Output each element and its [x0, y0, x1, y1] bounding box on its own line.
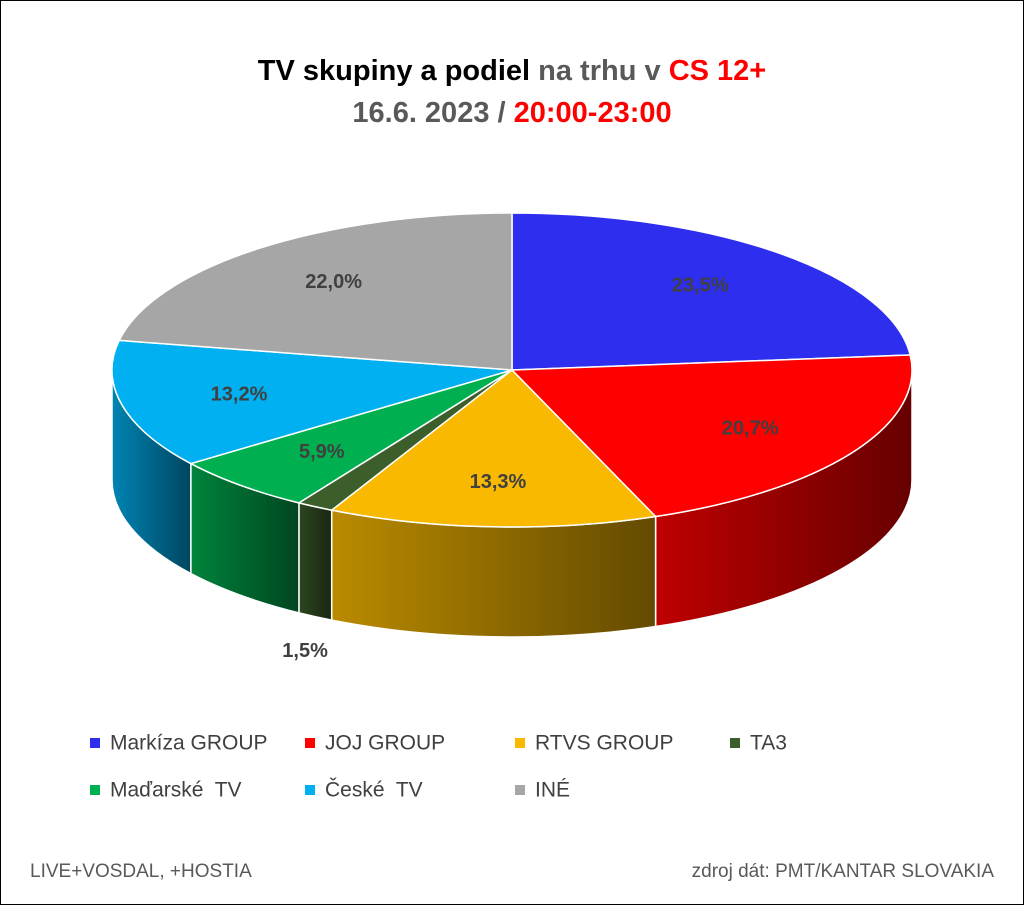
slice: [111, 339, 513, 465]
legend-label: INÉ: [535, 779, 570, 802]
legend-label: Maďarské TV: [110, 779, 242, 802]
data-label: 13,2%: [211, 383, 268, 405]
legend-swatch: [90, 738, 100, 748]
legend-label: RTVS GROUP: [535, 732, 673, 755]
data-labels: 23,5% 20,7% 13,3% 1,5% 5,9% 13,2% 22,0%: [211, 271, 779, 662]
legend-swatch: [730, 738, 740, 748]
data-label: 23,5%: [672, 275, 729, 297]
slice: [329, 368, 658, 528]
slice: [510, 354, 913, 518]
footer-left: LIVE+VOSDAL, +HOSTIA: [30, 861, 252, 882]
data-label: 22,0%: [305, 271, 362, 293]
slice: [188, 369, 513, 504]
subtitle-part: 16.6. 2023 /: [352, 97, 505, 129]
legend: Markíza GROUP JOJ GROUP RTVS GROUP TA3 Maďar…: [90, 732, 787, 802]
data-label: 1,5%: [282, 640, 328, 662]
slice-side: [298, 501, 333, 622]
pie-tops: [111, 212, 913, 528]
chart-title: TV skupiny a podiel na trhu v CS 12+: [258, 55, 766, 87]
legend-swatch: [90, 785, 100, 795]
legend-swatch: [305, 738, 315, 748]
legend-label: Markíza GROUP: [110, 732, 268, 755]
chart-subtitle: 16.6. 2023 / 20:00-23:00: [352, 97, 671, 129]
pie-sides: [111, 369, 913, 638]
slice-side: [330, 509, 657, 638]
legend-swatch: [515, 785, 525, 795]
legend-swatch: [515, 738, 525, 748]
data-label: 13,3%: [470, 471, 527, 493]
legend-swatch: [305, 785, 315, 795]
legend-label: České TV: [325, 779, 423, 802]
title-part: CS 12+: [669, 55, 767, 87]
data-label: 5,9%: [299, 441, 345, 463]
title-part: na trhu v: [538, 55, 660, 87]
legend-label: JOJ GROUP: [325, 732, 445, 755]
title-part: TV skupiny a podiel: [258, 55, 530, 87]
subtitle-part: 20:00-23:00: [514, 97, 672, 129]
slice: [511, 212, 912, 371]
slice: [118, 212, 513, 371]
data-label: 20,7%: [722, 418, 779, 440]
footer-right: zdroj dát: PMT/KANTAR SLOVAKIA: [692, 861, 995, 882]
legend-label: TA3: [750, 732, 787, 755]
